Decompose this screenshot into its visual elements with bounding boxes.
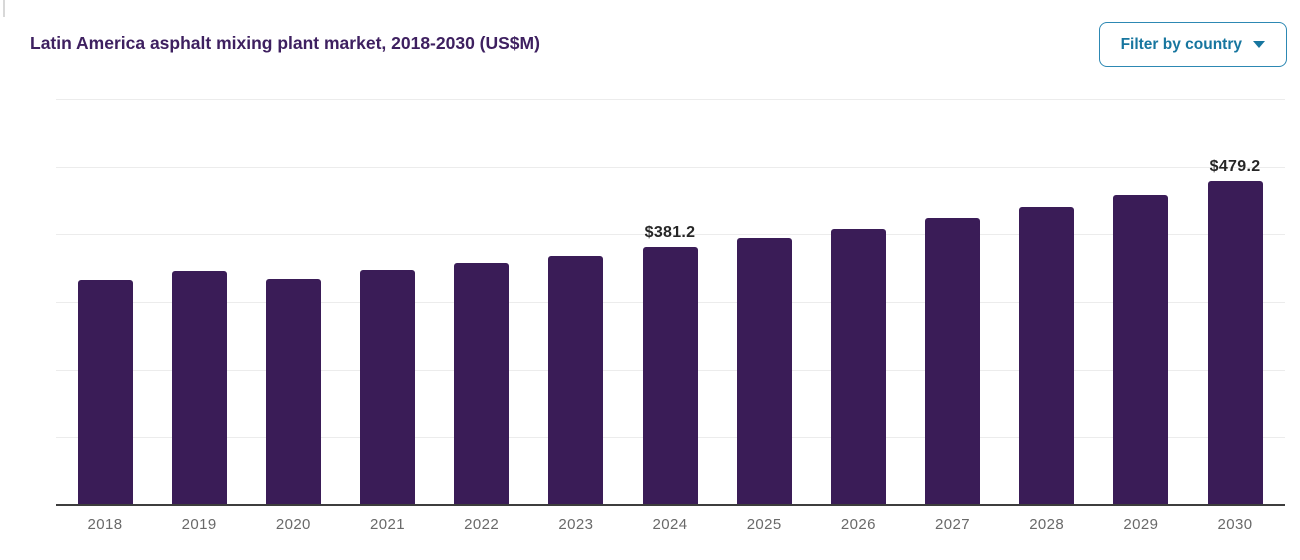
bar-2028[interactable] bbox=[1019, 206, 1075, 505]
caret-down-icon bbox=[1253, 41, 1265, 48]
x-tick-2030: 2030 bbox=[1217, 516, 1253, 533]
x-axis-line bbox=[56, 504, 1285, 506]
bar-2019[interactable] bbox=[171, 271, 227, 505]
bar-2029[interactable] bbox=[1113, 194, 1169, 505]
bar-2026[interactable] bbox=[830, 228, 886, 505]
x-tick-2026: 2026 bbox=[840, 516, 876, 533]
bar-2022[interactable] bbox=[454, 263, 510, 505]
x-tick-2018: 2018 bbox=[87, 516, 123, 533]
value-label-2030: $479.2 bbox=[1209, 157, 1261, 175]
x-tick-2029: 2029 bbox=[1123, 516, 1159, 533]
x-tick-2027: 2027 bbox=[935, 516, 970, 533]
bar-2023[interactable] bbox=[548, 256, 604, 505]
page-edge-fragment bbox=[3, 0, 5, 17]
bar-2024[interactable] bbox=[642, 247, 698, 505]
x-tick-2028: 2028 bbox=[1029, 516, 1065, 533]
gridline-500 bbox=[56, 166, 1285, 168]
bar-2027[interactable] bbox=[925, 218, 981, 505]
value-label-2024: $381.2 bbox=[644, 224, 696, 242]
x-tick-2022: 2022 bbox=[464, 516, 500, 533]
bar-2018[interactable] bbox=[77, 279, 133, 505]
chart-title: Latin America asphalt mixing plant marke… bbox=[30, 33, 540, 53]
bar-2020[interactable] bbox=[265, 278, 321, 505]
x-tick-2020: 2020 bbox=[275, 516, 311, 533]
bar-2021[interactable] bbox=[360, 270, 415, 505]
filter-button-label: Filter by country bbox=[1120, 35, 1242, 53]
x-tick-2023: 2023 bbox=[558, 516, 594, 533]
x-tick-2025: 2025 bbox=[746, 516, 782, 533]
filter-by-country-button[interactable]: Filter by country bbox=[1098, 22, 1287, 67]
bar-2025[interactable] bbox=[736, 238, 792, 505]
x-tick-2019: 2019 bbox=[181, 516, 217, 533]
x-tick-2021: 2021 bbox=[370, 516, 405, 533]
gridline-400 bbox=[56, 234, 1285, 236]
x-tick-2024: 2024 bbox=[652, 516, 688, 533]
gridline-600 bbox=[56, 99, 1285, 100]
bar-2030[interactable] bbox=[1207, 180, 1263, 505]
plot-area: 2018 2019 2020 2021 2022 2023 2024 $381.2 2025 20… bbox=[56, 99, 1285, 533]
